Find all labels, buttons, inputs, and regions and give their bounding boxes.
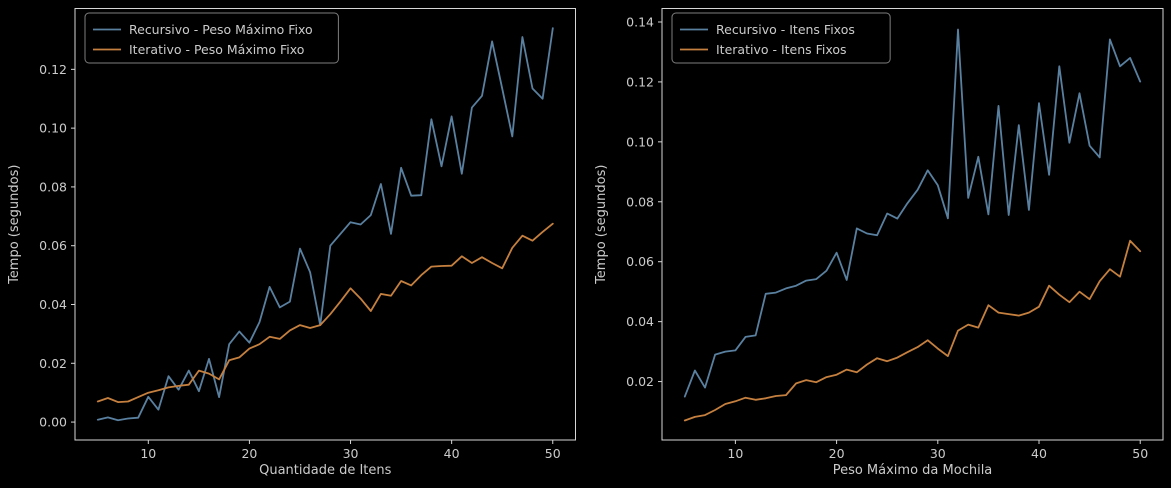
legend-label: Recursivo - Peso Máximo Fixo bbox=[129, 22, 313, 37]
y-tick-label: 0.10 bbox=[39, 121, 67, 136]
y-tick-label: 0.10 bbox=[626, 134, 654, 149]
x-tick-label: 40 bbox=[444, 446, 460, 461]
x-tick-label: 20 bbox=[241, 446, 257, 461]
axes-frame bbox=[74, 8, 576, 441]
chart-svg-right: 10 20 30 40 50 0.02 0.04 0.06 0.08 0.10 0.12 0.14 Pe… bbox=[594, 8, 1164, 478]
x-tick-label: 20 bbox=[829, 446, 845, 461]
iterative-series-line bbox=[96, 222, 554, 404]
axes-frame bbox=[661, 8, 1164, 441]
chart-svg-left: 10 20 30 40 50 0.00 0.02 0.04 0.06 0.08 0.10 0.12 Qu… bbox=[7, 8, 576, 478]
x-tick-label: 50 bbox=[1132, 446, 1148, 461]
x-tick-label: 50 bbox=[545, 446, 561, 461]
y-tick-label: 0.06 bbox=[39, 238, 67, 253]
y-axis-label: Tempo (segundos) bbox=[7, 165, 22, 285]
x-tick-label: 30 bbox=[343, 446, 359, 461]
x-axis-label: Peso Máximo da Mochila bbox=[833, 463, 993, 478]
y-tick-label: 0.08 bbox=[39, 179, 67, 194]
iterative-series-line bbox=[683, 239, 1142, 422]
recursive-series-line bbox=[96, 27, 554, 422]
recursive-series-line bbox=[683, 28, 1142, 398]
y-tick-label: 0.12 bbox=[39, 62, 67, 77]
y-tick-label: 0.04 bbox=[626, 314, 654, 329]
y-tick-label: 0.12 bbox=[626, 74, 654, 89]
x-tick-label: 40 bbox=[1031, 446, 1047, 461]
legend-label: Recursivo - Itens Fixos bbox=[716, 22, 855, 37]
y-tick-label: 0.00 bbox=[39, 415, 67, 430]
x-tick-label: 10 bbox=[727, 446, 743, 461]
legend-box bbox=[84, 12, 339, 64]
legend-label: Iterativo - Peso Máximo Fixo bbox=[129, 42, 304, 57]
y-tick-label: 0.06 bbox=[626, 254, 654, 269]
y-tick-label: 0.08 bbox=[626, 194, 654, 209]
chart-recursive-vs-iterative-by-weight: 10 20 30 40 50 0.02 0.04 0.06 0.08 0.10 0.12 0.14 Pe… bbox=[586, 0, 1171, 488]
y-tick-label: 0.02 bbox=[626, 374, 654, 389]
legend-box bbox=[671, 12, 891, 64]
y-tick-label: 0.14 bbox=[626, 14, 654, 29]
x-tick-label: 30 bbox=[930, 446, 946, 461]
y-tick-label: 0.04 bbox=[39, 297, 67, 312]
x-tick-label: 10 bbox=[140, 446, 156, 461]
y-axis-label: Tempo (segundos) bbox=[594, 165, 609, 285]
legend-label: Iterativo - Itens Fixos bbox=[716, 42, 847, 57]
y-tick-label: 0.02 bbox=[39, 356, 67, 371]
x-axis-label: Quantidade de Itens bbox=[259, 463, 392, 478]
chart-recursive-vs-iterative-by-items: 10 20 30 40 50 0.00 0.02 0.04 0.06 0.08 0.10 0.12 Qu… bbox=[7, 8, 576, 478]
